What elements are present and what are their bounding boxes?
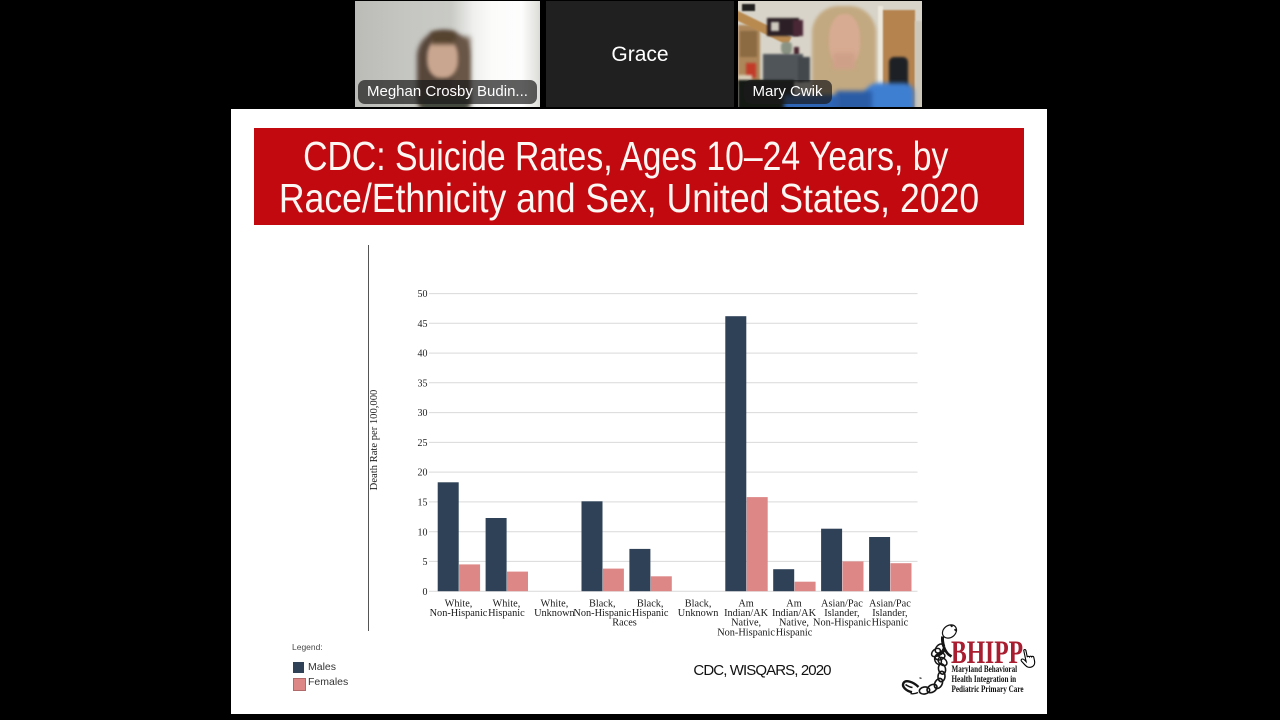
svg-text:Pediatric Primary Care: Pediatric Primary Care bbox=[952, 683, 1024, 694]
svg-text:35: 35 bbox=[418, 378, 428, 389]
svg-text:White,Hispanic: White, Hispanic bbox=[488, 599, 525, 620]
svg-text:Black,Hispanic: Black, Hispanic bbox=[632, 599, 669, 620]
svg-text:40: 40 bbox=[418, 349, 428, 360]
svg-text:Black,Non-Hispanic: Black, Non-Hispanic bbox=[573, 599, 631, 620]
svg-text:BHIPP: BHIPP bbox=[951, 636, 1023, 671]
svg-text:20: 20 bbox=[418, 468, 428, 479]
svg-text:15: 15 bbox=[418, 498, 428, 509]
svg-text:0: 0 bbox=[423, 587, 428, 598]
svg-text:45: 45 bbox=[418, 319, 428, 330]
svg-text:30: 30 bbox=[418, 408, 428, 419]
svg-text:25: 25 bbox=[418, 438, 428, 449]
svg-text:5: 5 bbox=[423, 557, 428, 568]
svg-text:50: 50 bbox=[418, 289, 428, 300]
svg-text:Death Rate per 100,000: Death Rate per 100,000 bbox=[369, 390, 380, 491]
svg-text:Maryland Behavioral: Maryland Behavioral bbox=[952, 663, 1018, 674]
svg-text:10: 10 bbox=[418, 527, 428, 538]
svg-text:White,Non-Hispanic: White, Non-Hispanic bbox=[430, 599, 488, 620]
svg-text:Health Integration in: Health Integration in bbox=[952, 673, 1017, 684]
svg-text:White,Unknown: White, Unknown bbox=[534, 599, 575, 620]
